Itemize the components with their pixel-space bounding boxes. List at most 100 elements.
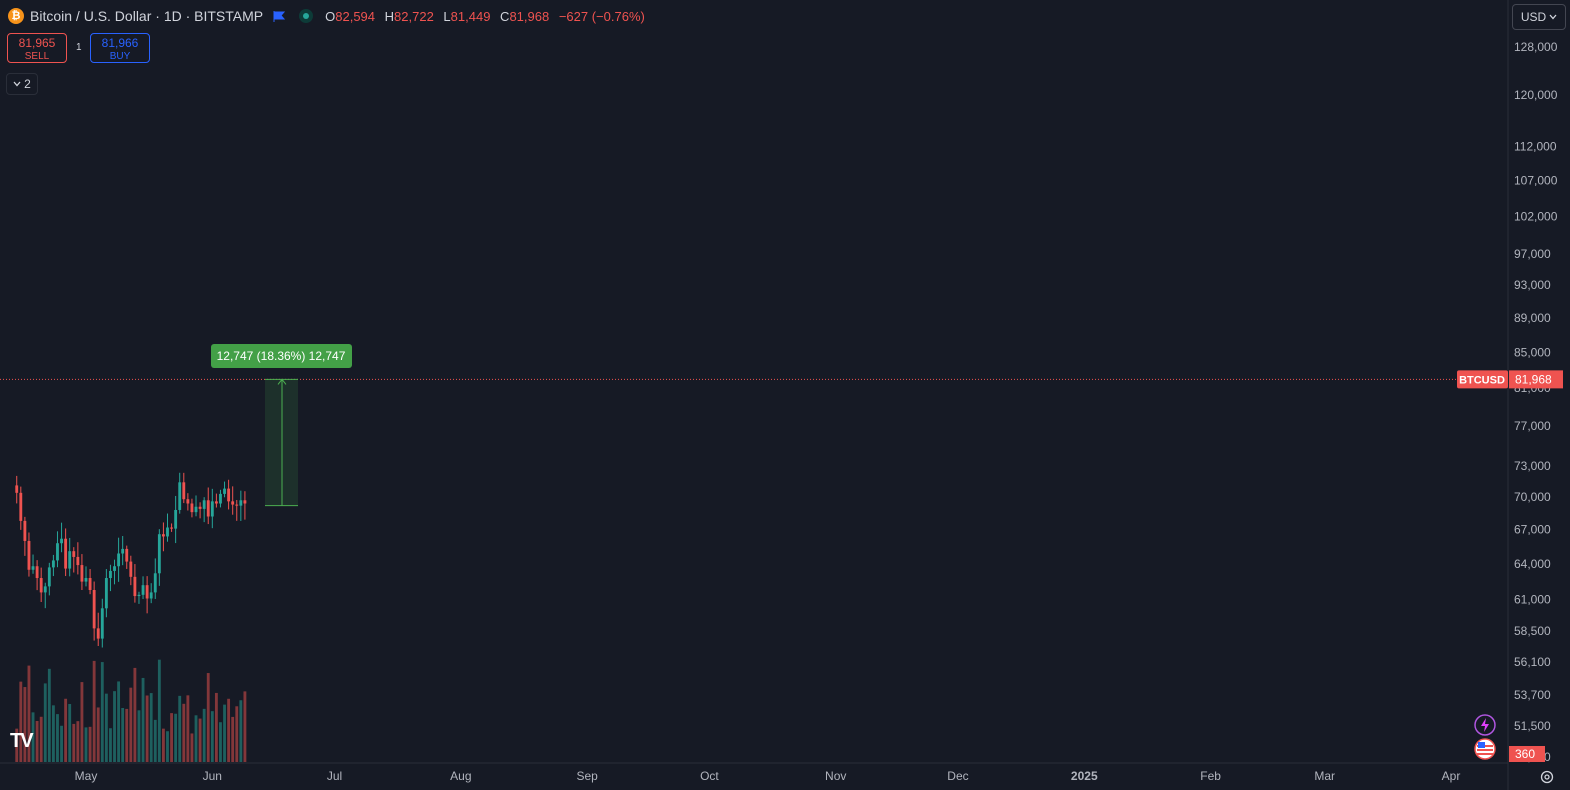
candle-body bbox=[56, 543, 59, 561]
candle-body bbox=[23, 520, 27, 541]
price-tick-label: 85,000 bbox=[1514, 345, 1551, 359]
candle-body bbox=[43, 586, 47, 593]
candle-body bbox=[47, 567, 51, 587]
volume-bar bbox=[235, 706, 239, 762]
volume-bar bbox=[68, 704, 72, 762]
currency-label: USD bbox=[1520, 10, 1547, 24]
time-tick-label: Sep bbox=[576, 769, 598, 783]
volume-bar bbox=[182, 703, 186, 762]
volume-bar bbox=[210, 711, 214, 762]
price-tick-label: 53,700 bbox=[1514, 688, 1551, 702]
flag-icon[interactable] bbox=[273, 10, 286, 22]
volume-bar bbox=[153, 719, 157, 762]
volume-bar bbox=[227, 698, 231, 762]
buy-price: 81,966 bbox=[101, 36, 139, 50]
candle-body bbox=[186, 499, 190, 504]
price-tick-label: 67,000 bbox=[1514, 523, 1551, 537]
volume-bar bbox=[141, 677, 145, 762]
time-tick-label: Nov bbox=[825, 769, 846, 783]
market-status-icon bbox=[299, 9, 314, 23]
candle-body bbox=[129, 561, 133, 577]
time-tick-label: Aug bbox=[450, 769, 471, 783]
volume-bar bbox=[198, 718, 202, 762]
measure-arrowhead bbox=[277, 378, 287, 385]
candle-body bbox=[76, 556, 80, 566]
buy-button[interactable]: 81,966 BUY bbox=[90, 33, 150, 63]
lightning-icon[interactable] bbox=[1474, 714, 1496, 736]
price-axis bbox=[1508, 0, 1570, 790]
volume-bar bbox=[219, 722, 222, 762]
candle-body bbox=[35, 566, 39, 579]
price-tick-label: 112,000 bbox=[1514, 140, 1557, 154]
candle-body bbox=[39, 578, 43, 593]
candle-body bbox=[104, 578, 108, 609]
chevron-down-icon bbox=[13, 81, 21, 87]
tradingview-logo[interactable]: TV bbox=[10, 730, 34, 752]
volume-bar bbox=[239, 700, 243, 762]
volume-bar bbox=[161, 728, 165, 762]
price-tick-label: 128,000 bbox=[1514, 40, 1558, 54]
measure-label: 12,747 (18.36%) 12,747 bbox=[217, 349, 346, 363]
candle-body bbox=[109, 570, 112, 579]
volume-bar bbox=[56, 714, 59, 762]
candle-body bbox=[141, 585, 145, 595]
volume-bar bbox=[133, 667, 137, 762]
price-tick-label: 70,000 bbox=[1514, 490, 1551, 504]
currency-select[interactable]: USD bbox=[1512, 4, 1566, 30]
time-tick-label: Jul bbox=[327, 769, 342, 783]
symbol-title[interactable]: Bitcoin / U.S. Dollar · 1D · BITSTAMP bbox=[30, 8, 264, 24]
candle-body bbox=[96, 628, 100, 639]
candle-body bbox=[223, 488, 226, 494]
gear-icon[interactable] bbox=[1538, 768, 1556, 786]
price-tick-label: 120,000 bbox=[1514, 88, 1558, 102]
volume-bar bbox=[39, 716, 43, 762]
price-tick-label: 64,000 bbox=[1514, 557, 1551, 571]
volume-bar bbox=[19, 681, 23, 762]
indicators-count: 2 bbox=[24, 77, 31, 91]
volume-bar bbox=[157, 659, 161, 762]
volume-bar bbox=[113, 691, 116, 762]
last-price-tag-bg bbox=[1509, 370, 1563, 389]
volume-bar bbox=[137, 710, 141, 762]
volume-bar bbox=[170, 713, 173, 762]
us-flag-icon[interactable] bbox=[1474, 738, 1496, 760]
symbol-tag-bg bbox=[1457, 370, 1508, 389]
volume-bar bbox=[231, 716, 235, 762]
volume-bar bbox=[31, 712, 35, 762]
volume-bar bbox=[202, 708, 206, 762]
volume-bar bbox=[80, 682, 84, 762]
volume-bar bbox=[109, 728, 112, 762]
candle-body bbox=[194, 506, 198, 513]
change-value: −627 (−0.76%) bbox=[558, 8, 645, 24]
volume-bar bbox=[96, 707, 100, 762]
candle-body bbox=[214, 501, 218, 504]
spread-value: 1 bbox=[76, 42, 82, 53]
volume-bar bbox=[15, 728, 19, 762]
candle-body bbox=[145, 585, 149, 599]
candle-body bbox=[174, 509, 178, 529]
volume-bar bbox=[206, 673, 210, 762]
volume-bar bbox=[92, 660, 96, 762]
volume-bar bbox=[88, 726, 92, 762]
candle-body bbox=[182, 482, 186, 500]
candle-body bbox=[198, 506, 202, 509]
candle-body bbox=[121, 548, 125, 554]
volume-bar bbox=[149, 693, 153, 762]
volume-bar bbox=[129, 687, 133, 762]
candle-body bbox=[64, 538, 68, 569]
candle-body bbox=[161, 534, 165, 537]
price-tick-label: 89,000 bbox=[1514, 311, 1551, 325]
candle-body bbox=[243, 500, 247, 504]
symbol-tag: BTCUSD bbox=[1459, 374, 1505, 386]
candle-body bbox=[19, 492, 23, 521]
volume-bar bbox=[35, 720, 39, 762]
volume-bar bbox=[76, 721, 80, 762]
indicators-toggle[interactable]: 2 bbox=[6, 73, 38, 95]
candle-body bbox=[170, 527, 173, 529]
volume-bar bbox=[43, 683, 47, 762]
sell-button[interactable]: 81,965 SELL bbox=[7, 33, 67, 63]
candle-body bbox=[231, 501, 235, 505]
volume-bar bbox=[100, 662, 104, 762]
volume-bar bbox=[27, 665, 31, 762]
